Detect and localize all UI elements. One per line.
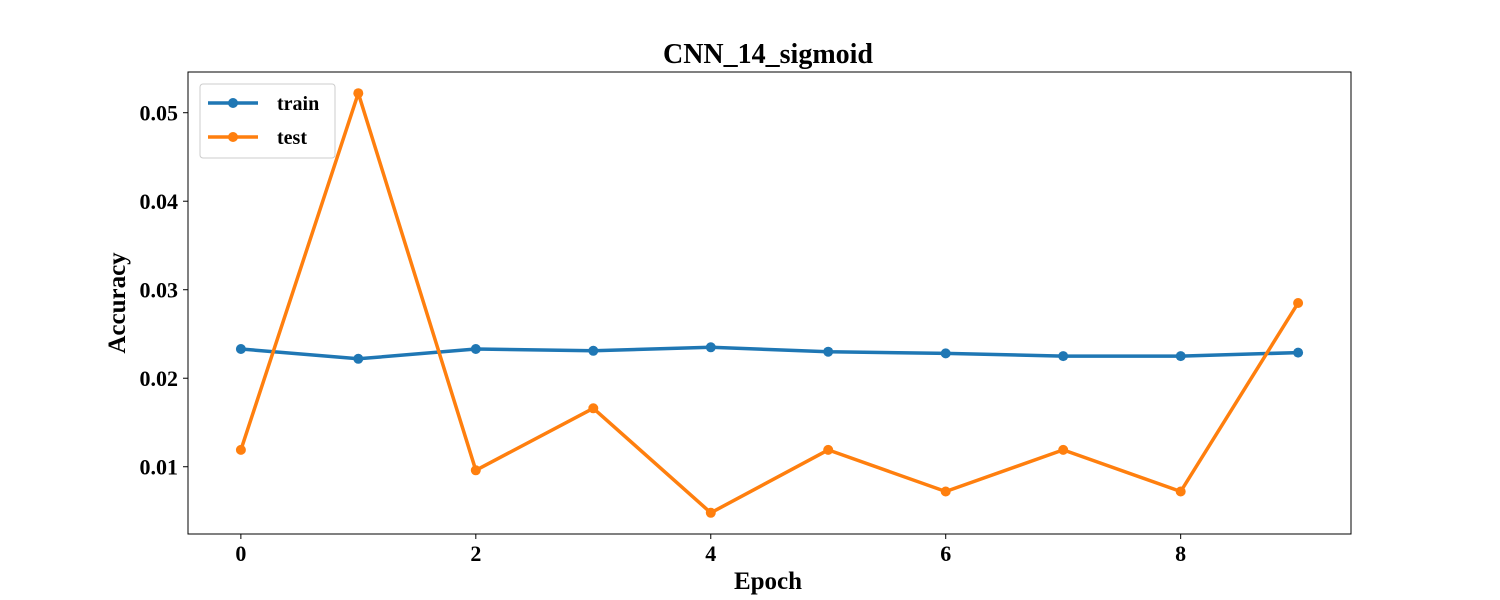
y-tick-label: 0.03 [140, 278, 179, 303]
y-tick-label: 0.04 [140, 189, 179, 214]
data-point-test [235, 444, 246, 455]
data-point-train [470, 344, 481, 354]
x-tick-label: 8 [1175, 541, 1186, 566]
data-point-test [470, 465, 481, 476]
x-tick-label: 2 [470, 541, 481, 566]
x-tick-label: 0 [235, 541, 246, 566]
data-point-test [823, 444, 834, 455]
legend-marker-test [228, 132, 238, 142]
legend-marker-train [228, 98, 238, 108]
x-tick-label: 4 [705, 541, 716, 566]
data-point-train [823, 346, 834, 357]
legend: train test [199, 83, 336, 159]
y-tick-label: 0.02 [140, 366, 179, 391]
chart-title: CNN_14_sigmoid [663, 39, 873, 70]
data-point-test [353, 88, 364, 99]
data-point-train [1058, 351, 1069, 362]
x-tick-label: 6 [940, 541, 951, 566]
data-point-test [705, 507, 716, 518]
y-tick-label: 0.01 [140, 455, 179, 480]
legend-label-train: train [277, 93, 319, 115]
y-tick-label: 0.05 [140, 101, 179, 126]
plot-frame [187, 71, 1352, 535]
data-point-train [353, 353, 364, 364]
data-point-test [588, 403, 599, 414]
data-point-train [940, 348, 951, 359]
data-point-train [235, 344, 246, 354]
data-point-test [1293, 298, 1304, 308]
data-point-test [1058, 444, 1069, 455]
data-point-test [1175, 486, 1186, 497]
data-point-test [940, 486, 951, 497]
data-point-train [705, 342, 716, 353]
series-line-train [239, 345, 1300, 361]
data-point-train [588, 345, 599, 356]
series-line-test [239, 91, 1300, 515]
y-axis-label: Accuracy [104, 252, 131, 354]
data-point-train [1175, 351, 1186, 362]
legend-label-test: test [277, 127, 307, 149]
data-point-train [1293, 347, 1304, 358]
x-axis-label: Epoch [734, 568, 802, 595]
